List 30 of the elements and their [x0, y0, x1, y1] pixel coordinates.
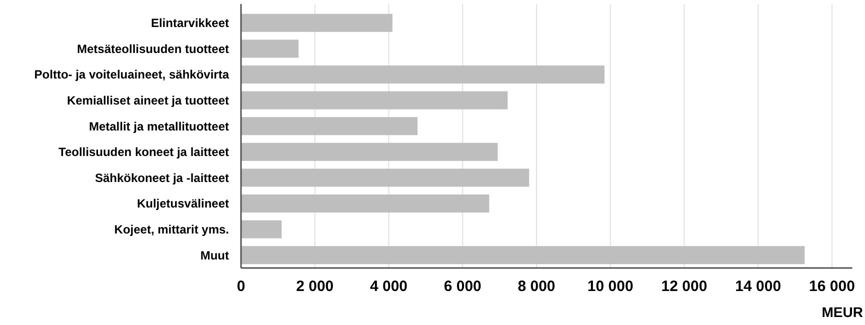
y-tick-label: Teollisuuden koneet ja laitteet	[58, 145, 229, 160]
x-tick-label: 4 000	[370, 278, 408, 295]
y-tick-label: Sähkökoneet ja -laitteet	[94, 170, 229, 185]
x-tick-label: 10 000	[587, 278, 634, 295]
x-tick-label: 12 000	[661, 278, 708, 295]
x-axis-title: MEUR	[822, 304, 863, 320]
y-tick-label: Kemialliset aineet ja tuotteet	[66, 94, 230, 108]
bar	[241, 117, 418, 136]
x-tick-label: 16 000	[809, 278, 855, 295]
y-tick-label: Poltto- ja voiteluaineet, sähkövirta	[34, 68, 230, 82]
x-tick-label: 8 000	[518, 278, 556, 295]
bar	[241, 40, 299, 58]
bar	[241, 220, 282, 238]
bar	[241, 168, 530, 187]
x-tick-label: 0	[236, 278, 246, 295]
y-tick-label: Elintarvikkeet	[150, 16, 229, 30]
bar	[241, 246, 805, 264]
y-tick-label: Muut	[200, 248, 229, 262]
bar	[241, 65, 604, 84]
bar	[241, 142, 498, 161]
x-tick-label: 14 000	[735, 278, 782, 295]
y-tick-label: Metallit ja metallituotteet	[88, 119, 229, 134]
y-tick-label: Kuljetusvälineet	[136, 196, 229, 211]
x-tick-label: 2 000	[296, 278, 334, 295]
y-tick-label: Kojeet, mittarit yms.	[114, 222, 229, 236]
x-tick-label: 6 000	[444, 278, 482, 295]
bar	[241, 194, 490, 213]
bar	[241, 91, 508, 110]
y-tick-label: Metsäteollisuuden tuotteet	[76, 42, 229, 56]
bar	[241, 14, 392, 32]
